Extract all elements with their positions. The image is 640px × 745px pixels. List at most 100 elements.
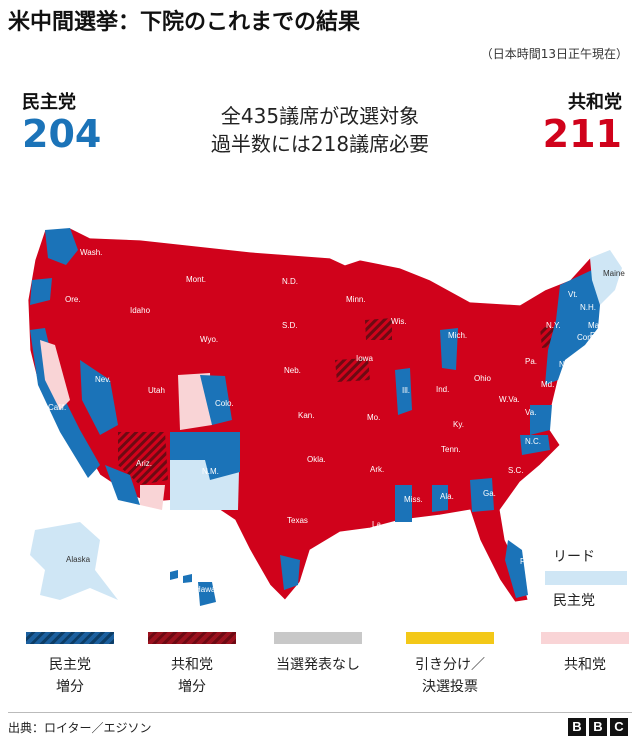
michigan-dem [440,328,458,370]
bbc-logo-letter: B [568,718,586,736]
state-label: Wash. [80,248,102,257]
total-seats-text: 全435議席が改選対象 [220,104,420,128]
us-district-map: Wash. Ore. Calif. Nev. Idaho Mont. Wyo. Utah Col… [27,227,625,606]
georgia-dem [470,478,494,512]
legend-item-rep-gain: 共和党 増分 [147,632,237,698]
state-label: Ore. [65,295,81,304]
state-label: Ala. [440,492,454,501]
state-label: Ga. [483,489,496,498]
state-label: Miss. [404,495,423,504]
legend-swatch-rep-gain [148,632,236,644]
state-label: S.C. [508,466,524,475]
chart-title: 米中間選挙：下院のこれまでの結果 [8,10,361,35]
state-label: La. [372,520,383,529]
dem-seat-count: 204 [22,112,102,156]
state-label: Del. [561,379,575,388]
state-label: Tenn. [441,445,461,454]
state-label: N.C. [525,437,541,446]
state-label: S.D. [282,321,298,330]
state-label: Kan. [298,411,314,420]
source-credit: 出典：ロイター／エジソン [8,721,152,735]
iowa-rep-gain [335,358,370,382]
pacific-coast-dem [45,228,78,265]
arizona-dem [105,465,140,505]
state-label: Calif. [48,403,66,412]
wisconsin-rep-gain [365,318,392,340]
nevada-dem [80,360,118,435]
bbc-logo: B B C [568,718,628,736]
legend-item-dem-gain: 民主党 増分 [25,632,115,698]
state-label: Minn. [346,295,366,304]
seat-summary: 全435議席が改選対象 過半数には218議席必要 [150,102,490,158]
florida-dem [505,540,528,598]
bbc-logo-letter: B [589,718,607,736]
state-label: W.Va. [499,395,520,404]
lead-legend-swatch [545,571,627,585]
north-carolina-dem [520,435,550,455]
rep-tally: 共和党 211 [502,88,622,154]
state-label: Conn. [577,333,598,342]
dem-party-name: 民主党 [22,92,76,113]
legend-item-no-call: 当選発表なし [263,632,373,676]
legend-label-tie-runoff: 引き分け／ 決選投票 [415,657,485,695]
legend-item-tie-runoff: 引き分け／ 決選投票 [400,632,500,698]
state-label: N.M. [202,467,219,476]
state-labels: Wash. Ore. Calif. Nev. Idaho Mont. Wyo. Utah Col… [48,248,625,594]
state-label: Wyo. [200,335,218,344]
footer-divider [8,712,632,713]
state-label: Pa. [525,357,537,366]
state-label: Neb. [284,366,301,375]
northeast-dem [545,270,600,385]
state-label: Colo. [215,399,234,408]
state-label: Ark. [370,465,384,474]
state-label: Maine [603,269,625,278]
state-label: Wis. [391,317,407,326]
legend-label-rep-lead: 共和党 [564,657,606,673]
state-label: Vt. [568,290,578,299]
state-label: Ariz. [136,459,152,468]
arizona-lead-rep [140,485,165,510]
oregon-coast-dem [30,278,52,305]
legend-label-no-call: 当選発表なし [276,657,360,673]
state-label: N.J. [559,360,573,369]
rep-seat-count: 211 [542,112,622,156]
illinois-dem [395,368,412,415]
state-label: Idaho [130,306,151,315]
state-label: Ill. [402,386,410,395]
alaska-lead-dem [30,522,118,600]
state-label: Okla. [307,455,326,464]
legend-item-rep-lead: 共和党 [540,632,630,676]
colorado-dem [200,375,232,425]
maine-lead-dem [590,250,622,305]
dem-tally: 民主党 204 [22,88,142,154]
legend-label-dem-gain: 民主党 増分 [49,657,91,695]
timestamp: （日本時間13日正午現在） [480,47,628,61]
state-label: Mass. [588,321,609,330]
state-label: Alaska [66,555,91,564]
state-label: Mont. [186,275,206,284]
state-label: R.I. [590,331,602,340]
lead-legend-dem-label: 民主党 [553,593,595,609]
state-label: Texas [287,516,308,525]
lead-legend-title: リード [553,549,595,565]
state-label: Nev. [95,375,111,384]
state-label: N.H. [580,303,596,312]
legend-label-rep-gain: 共和党 増分 [171,657,213,695]
state-label: Ky. [453,420,464,429]
rep-party-name: 共和党 [568,92,622,113]
state-label: Hawaii [195,585,219,594]
state-label: Mo. [367,413,380,422]
legend-swatch-tie-runoff [406,632,494,644]
legend-swatch-rep-lead [541,632,629,644]
new-mexico-dem [170,432,240,480]
state-label: Ohio [474,374,491,383]
mississippi-dem [395,485,412,522]
majority-text: 過半数には218議席必要 [210,132,430,156]
texas-dem [280,555,300,590]
state-label: Iowa [356,354,373,363]
california-lead-rep [40,340,70,410]
state-label: Fla. [520,557,533,566]
state-label: Va. [525,408,536,417]
arizona-rep-gain [118,432,168,485]
legend-swatch-no-call [274,632,362,644]
